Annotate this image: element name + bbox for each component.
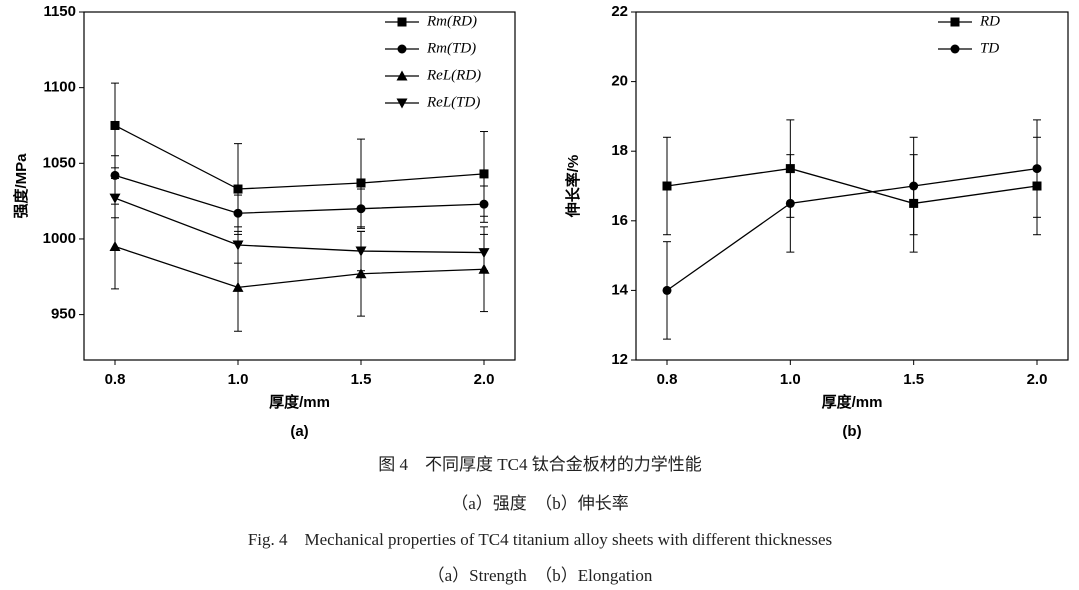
marker (355, 246, 367, 257)
marker (1032, 164, 1042, 174)
caption-cn-sub: （a）强度 （b）伸长率 (451, 494, 629, 513)
x-tick-label: 2.0 (474, 371, 495, 388)
panel-label: (a) (290, 423, 308, 440)
y-tick-label: 18 (611, 142, 628, 159)
y-axis-label: 强度/MPa (12, 153, 30, 219)
plot-frame (83, 11, 516, 361)
y-tick-label: 1000 (43, 230, 76, 247)
x-axis-label: 厚度/mm (269, 393, 330, 411)
marker (396, 98, 408, 109)
marker (356, 204, 366, 214)
x-tick-label: 2.0 (1027, 371, 1048, 388)
marker (950, 44, 960, 54)
caption-en-title: Fig. 4 Mechanical properties of TC4 tita… (248, 530, 832, 549)
marker (397, 44, 407, 54)
marker (232, 281, 244, 292)
x-tick-label: 1.0 (228, 371, 249, 388)
y-tick-label: 950 (51, 306, 76, 323)
plot-frame (635, 11, 1069, 361)
x-tick-label: 0.8 (105, 371, 126, 388)
legend-label: ReL(RD) (426, 67, 481, 83)
marker (396, 70, 408, 81)
y-axis-label: 伸长率/% (564, 155, 582, 219)
marker (479, 169, 489, 179)
panel-label: (b) (842, 423, 861, 440)
marker (109, 193, 121, 204)
legend-label: Rm(TD) (426, 40, 476, 56)
marker (233, 184, 243, 194)
marker (662, 285, 672, 295)
marker (785, 198, 795, 208)
y-tick-label: 12 (611, 351, 628, 368)
y-tick-label: 1150 (43, 3, 76, 20)
series-line (114, 174, 485, 214)
marker (356, 178, 366, 188)
x-tick-label: 0.8 (657, 371, 678, 388)
marker (109, 241, 121, 252)
marker (662, 181, 672, 191)
marker (110, 120, 120, 130)
x-tick-label: 1.5 (351, 371, 372, 388)
marker (909, 181, 919, 191)
y-tick-label: 20 (611, 73, 628, 90)
y-tick-label: 14 (611, 281, 628, 298)
series-line (114, 245, 485, 289)
marker (110, 170, 120, 180)
marker (478, 248, 490, 259)
y-tick-label: 1050 (43, 154, 76, 171)
y-tick-label: 1100 (43, 79, 76, 96)
legend-label: ReL(TD) (426, 94, 480, 110)
x-tick-label: 1.5 (903, 371, 924, 388)
marker (233, 208, 243, 218)
marker (479, 199, 489, 209)
marker (355, 268, 367, 279)
legend-label: RD (979, 13, 1000, 29)
series-line (114, 124, 485, 190)
legend-label: TD (980, 40, 999, 56)
series-line (114, 197, 485, 254)
caption-cn-title: 图 4 不同厚度 TC4 钛合金板材的力学性能 (378, 455, 701, 474)
y-tick-label: 16 (611, 212, 628, 229)
marker (397, 17, 407, 27)
series-line (666, 167, 1038, 291)
series-line (666, 167, 1038, 205)
x-axis-label: 厚度/mm (822, 393, 883, 411)
legend-label: Rm(RD) (426, 13, 477, 29)
marker (232, 240, 244, 251)
y-tick-label: 22 (611, 3, 628, 20)
x-tick-label: 1.0 (780, 371, 801, 388)
marker (950, 17, 960, 27)
caption-en-sub: （a）Strength （b）Elongation (428, 566, 653, 585)
